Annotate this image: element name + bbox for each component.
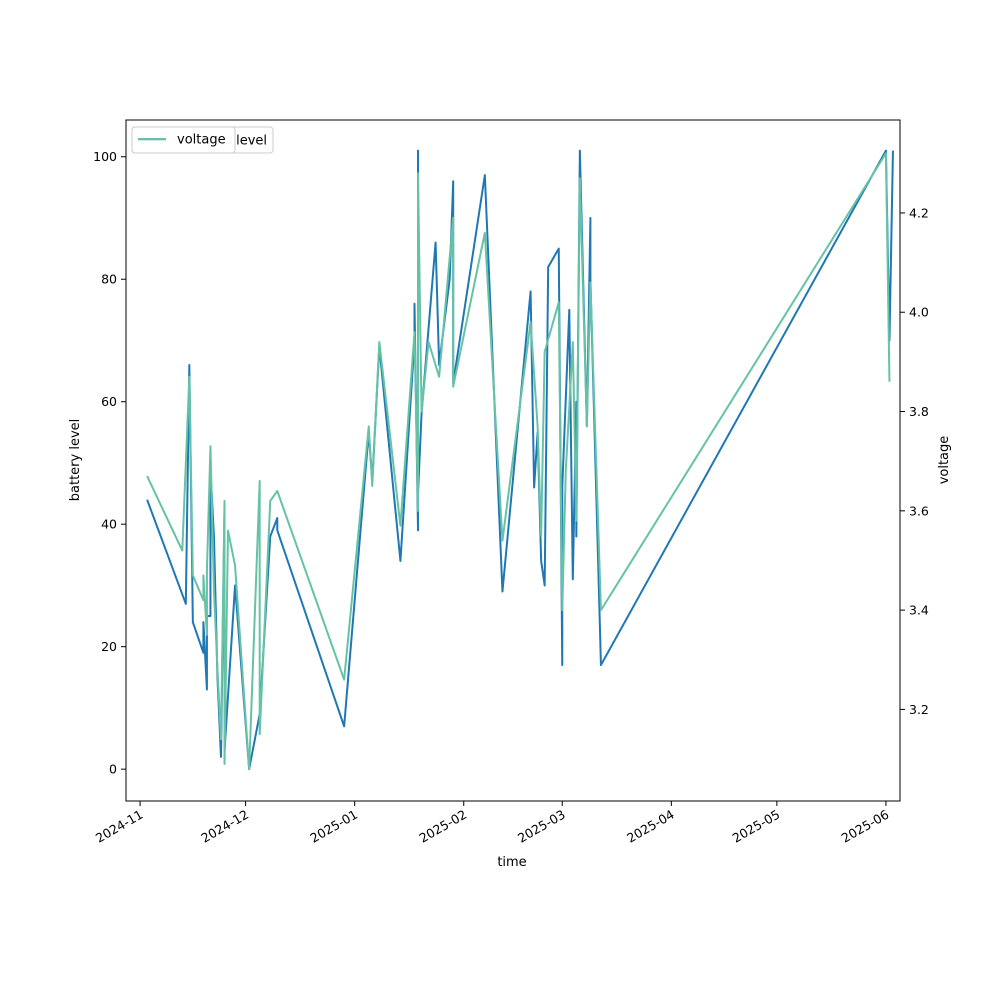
y-right-tick-label: 3.8 (909, 404, 929, 419)
legend-label-level: level (236, 134, 267, 149)
y-axis-left-label: battery level (68, 419, 83, 502)
y-left-tick-label: 80 (101, 272, 117, 287)
y-axis-right-label: voltage (937, 436, 952, 485)
series-line-voltage (146, 152, 891, 770)
y-left-tick-label: 20 (101, 639, 117, 654)
legend-box-voltage (131, 126, 236, 154)
y-right-tick-label: 3.4 (909, 603, 929, 618)
plot-frame (125, 119, 901, 802)
y-right-tick-label: 4.0 (909, 305, 929, 320)
y-right-tick-label: 3.2 (909, 702, 929, 717)
plot-area (125, 119, 901, 802)
y-right-tick-label: 3.6 (909, 503, 929, 518)
legend-label-voltage: voltage (177, 133, 226, 148)
y-axis-right: 3.2 3.4 3.6 3.8 4.0 4.2 (900, 205, 929, 717)
y-left-tick-label: 40 (101, 517, 117, 532)
x-axis-label: time (497, 855, 526, 870)
y-right-tick-label: 4.2 (909, 205, 929, 220)
y-left-tick-label: 0 (109, 762, 117, 777)
y-left-tick-label: 100 (93, 149, 117, 164)
y-axis-left: 0 20 40 60 80 100 (93, 149, 126, 777)
legend: level voltage (131, 126, 274, 154)
y-left-tick-label: 60 (101, 394, 117, 409)
